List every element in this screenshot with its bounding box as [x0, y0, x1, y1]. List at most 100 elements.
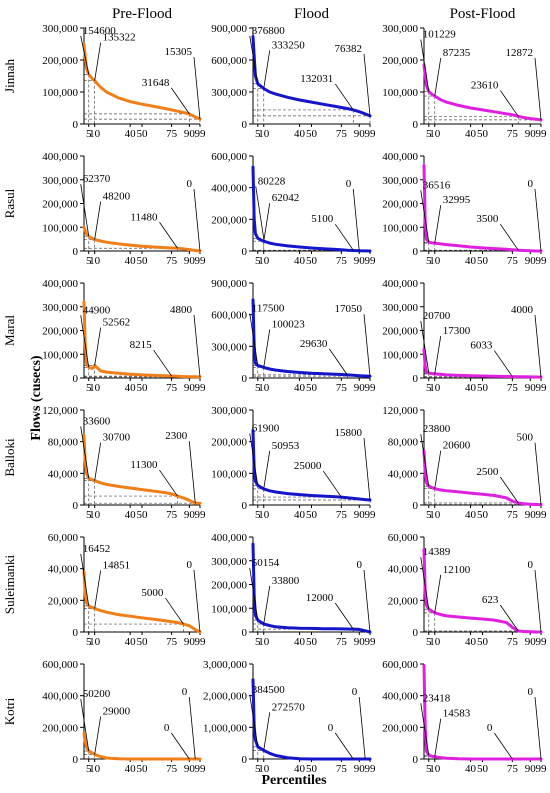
- annotation-leader: [263, 50, 271, 89]
- annotation-label: 29630: [300, 338, 328, 350]
- x-tick-label: 75: [507, 128, 519, 140]
- flow-duration-curve: [422, 449, 543, 507]
- annotation-leader: [263, 203, 271, 242]
- y-tick-label: 200,000: [42, 199, 78, 211]
- annotation-leader: [94, 327, 102, 366]
- annotation-label: 30700: [103, 432, 131, 444]
- x-tick-label: 75: [166, 763, 178, 775]
- x-tick-label: 10: [89, 255, 101, 267]
- x-tick-label: 99: [536, 763, 548, 775]
- flow-duration-curve: [251, 35, 372, 118]
- annotation-label: 31648: [142, 77, 170, 89]
- annotation-leader: [193, 188, 201, 252]
- annotation-label: 0: [187, 178, 193, 190]
- y-tick-label: 200,000: [42, 722, 78, 734]
- y-tick-label: 400,000: [382, 278, 418, 290]
- annotation-leader: [434, 718, 442, 757]
- x-tick-label: 99: [365, 128, 377, 140]
- x-tick-label: 10: [429, 509, 441, 521]
- annotation-label: 0: [528, 686, 534, 698]
- x-tick-label: 99: [536, 509, 548, 521]
- annotation-leader: [334, 83, 354, 111]
- x-tick-label: 40: [465, 763, 477, 775]
- annotation-label: 135322: [103, 32, 136, 44]
- annotation-label: 0: [357, 559, 363, 571]
- row-labels: Jinnah Rasul Maral Balloki Suleimanki Kotri: [2, 59, 17, 726]
- annotation-leader: [420, 39, 430, 92]
- y-tick-label: 600,000: [211, 55, 247, 67]
- annotation-leader: [94, 716, 102, 755]
- annotation-label: 132031: [300, 73, 333, 85]
- y-tick-label: 120,000: [382, 405, 418, 417]
- y-tick-label: 1,000,000: [203, 722, 248, 734]
- annotation-leader: [94, 442, 102, 481]
- annotation-leader: [263, 450, 271, 489]
- panel-kotri-flood: 0 1,000,000 2,000,000 3,000,000 510 40 50 75 90 9…: [203, 659, 376, 775]
- x-tick-label: 90: [184, 636, 196, 648]
- flow-duration-curve: [251, 165, 372, 253]
- x-tick-label: 5: [86, 636, 92, 648]
- flow-duration-curve: [422, 348, 543, 379]
- annotation-label: 14583: [443, 708, 471, 720]
- annotation-leader: [334, 602, 354, 630]
- y-tick-label: 60,000: [48, 532, 79, 544]
- x-tick-label: 90: [525, 509, 537, 521]
- annotation-label: 16452: [83, 543, 111, 555]
- x-tick-label: 75: [166, 255, 178, 267]
- annotation-leader: [534, 569, 542, 633]
- y-tick-label: 200,000: [382, 722, 418, 734]
- annotation-label: 4000: [511, 304, 534, 316]
- x-tick-label: 40: [294, 382, 306, 394]
- x-tick-label: 50: [477, 255, 489, 267]
- x-tick-label: 5: [86, 382, 92, 394]
- annotation-label: 6033: [470, 340, 493, 352]
- column-title-1: Flood: [294, 6, 330, 22]
- x-tick-label: 90: [525, 382, 537, 394]
- x-tick-label: 40: [465, 509, 477, 521]
- annotation-label: 23800: [423, 423, 451, 435]
- y-tick-label: 3,000,000: [203, 659, 248, 671]
- x-tick-label: 50: [137, 636, 149, 648]
- x-tick-label: 50: [477, 509, 489, 521]
- annotation-label: 0: [328, 722, 334, 734]
- annotation-label: 11480: [130, 211, 158, 223]
- annotation-leader: [334, 223, 354, 251]
- y-tick-label: 40,000: [388, 564, 419, 576]
- annotation-label: 23610: [471, 79, 499, 91]
- y-tick-label: 0: [242, 246, 248, 258]
- y-tick-label: 0: [242, 119, 248, 131]
- y-tick-label: 0: [413, 119, 419, 131]
- annotation-label: 11300: [130, 459, 158, 471]
- y-tick-label: 0: [73, 246, 79, 258]
- y-tick-label: 400,000: [382, 151, 418, 163]
- x-tick-label: 40: [125, 509, 137, 521]
- annotation-leader: [363, 437, 371, 501]
- x-tick-label: 5: [255, 636, 261, 648]
- annotation-label: 0: [164, 722, 170, 734]
- y-tick-label: 0: [413, 754, 419, 766]
- annotation-leader: [420, 321, 430, 374]
- x-tick-label: 5: [86, 128, 92, 140]
- x-tick-label: 40: [294, 509, 306, 521]
- x-tick-label: 10: [258, 636, 270, 648]
- y-tick-label: 100,000: [211, 468, 247, 480]
- annotation-label: 87235: [443, 47, 471, 59]
- annotation-leader: [434, 58, 442, 97]
- annotation-label: 2300: [165, 430, 188, 442]
- x-tick-label: 90: [184, 255, 196, 267]
- y-tick-label: 300,000: [211, 87, 247, 99]
- panel-suleimanki-post-flood: 0 20,000 40,000 60,000 510 40 50 75 90 99 14389 121…: [388, 532, 547, 648]
- x-tick-label: 75: [336, 509, 348, 521]
- annotation-leader: [534, 696, 542, 760]
- x-tick-label: 99: [365, 763, 377, 775]
- annotation-leader: [159, 222, 178, 249]
- x-tick-label: 40: [294, 763, 306, 775]
- y-tick-label: 2,000,000: [203, 691, 248, 703]
- y-tick-label: 100,000: [42, 349, 78, 361]
- y-axis-label: Flows (cusecs): [29, 355, 44, 440]
- x-tick-label: 5: [86, 763, 92, 775]
- x-tick-label: 10: [258, 128, 270, 140]
